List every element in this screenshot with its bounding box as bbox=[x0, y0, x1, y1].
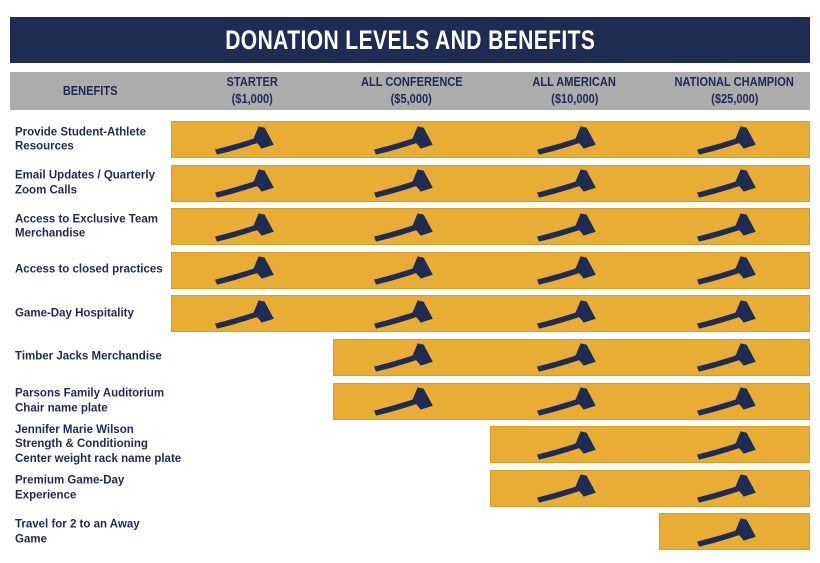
axe-icon bbox=[536, 473, 612, 503]
axe-icon bbox=[214, 168, 290, 198]
benefit-label: Provide Student-Athlete Resources bbox=[15, 125, 146, 153]
benefit-row: Jennifer Marie Wilson Strength & Conditi… bbox=[0, 424, 820, 465]
benefit-label: Timber Jacks Merchandise bbox=[15, 351, 162, 364]
axe-icon bbox=[696, 125, 772, 155]
axe-icon bbox=[373, 212, 449, 242]
column-header-row: BENEFITS STARTER ($1,000) ALL CONFERENCE… bbox=[10, 72, 810, 110]
axe-icon bbox=[536, 255, 612, 285]
axe-icon bbox=[214, 255, 290, 285]
level-name: ALL CONFERENCE bbox=[360, 74, 463, 90]
level-header-all-american: ALL AMERICAN ($10,000) bbox=[490, 72, 659, 110]
axe-icon bbox=[696, 212, 772, 242]
axe-icon bbox=[696, 473, 772, 503]
level-name: STARTER bbox=[226, 74, 278, 90]
axe-icon bbox=[214, 212, 290, 242]
axe-icon bbox=[373, 342, 449, 373]
benefit-label: Parsons Family Auditorium Chair name pla… bbox=[15, 387, 165, 415]
level-header-national-champion: NATIONAL CHAMPION ($25,000) bbox=[659, 72, 810, 110]
axe-icon bbox=[696, 255, 772, 285]
level-amount: ($1,000) bbox=[231, 91, 273, 106]
axe-icon bbox=[696, 299, 772, 329]
benefit-row: Email Updates / Quarterly Zoom Calls bbox=[0, 164, 820, 202]
axe-icon bbox=[696, 386, 772, 416]
benefit-label: Access to closed practices bbox=[15, 263, 163, 276]
title-bar: DONATION LEVELS AND BENEFITS bbox=[10, 17, 810, 63]
benefit-label: Email Updates / Quarterly Zoom Calls bbox=[15, 169, 155, 197]
axe-icon bbox=[536, 168, 612, 198]
axe-icon bbox=[536, 386, 612, 416]
benefit-bar bbox=[171, 121, 810, 158]
axe-icon bbox=[373, 125, 449, 155]
benefit-row: Access to Exclusive Team Merchandise bbox=[0, 208, 820, 246]
benefit-row: Provide Student-Athlete Resources bbox=[0, 121, 820, 158]
axe-icon bbox=[373, 255, 449, 285]
axe-icon bbox=[214, 125, 290, 155]
benefit-row: Travel for 2 to an Away Game bbox=[0, 513, 820, 551]
axe-icon bbox=[696, 342, 772, 373]
level-amount: ($25,000) bbox=[710, 91, 759, 106]
benefit-row: Premium Game-Day Experience bbox=[0, 469, 820, 507]
page-title: DONATION LEVELS AND BENEFITS bbox=[224, 24, 596, 55]
axe-icon bbox=[373, 168, 449, 198]
axe-icon bbox=[536, 342, 612, 373]
benefit-label: Travel for 2 to an Away Game bbox=[15, 518, 140, 545]
axe-icon bbox=[536, 430, 612, 460]
benefit-row: Game-Day Hospitality bbox=[0, 295, 820, 333]
axe-icon bbox=[536, 299, 612, 329]
axe-icon bbox=[536, 125, 612, 155]
axe-icon bbox=[536, 212, 612, 242]
benefit-label: Jennifer Marie Wilson Strength & Conditi… bbox=[15, 423, 182, 466]
level-name: ALL AMERICAN bbox=[532, 74, 617, 90]
axe-icon bbox=[373, 386, 449, 416]
benefit-row: Timber Jacks Merchandise bbox=[0, 338, 820, 376]
level-header-all-conference: ALL CONFERENCE ($5,000) bbox=[333, 72, 490, 110]
axe-icon bbox=[696, 168, 772, 198]
benefit-label: Access to Exclusive Team Merchandise bbox=[15, 212, 158, 240]
axe-icon bbox=[373, 299, 449, 329]
axe-icon bbox=[696, 430, 772, 460]
benefit-label: Premium Game-Day Experience bbox=[15, 474, 125, 502]
level-name: NATIONAL CHAMPION bbox=[674, 74, 795, 90]
level-amount: ($5,000) bbox=[390, 91, 433, 106]
benefits-header-label: BENEFITS bbox=[63, 82, 118, 98]
benefits-column-header: BENEFITS bbox=[10, 72, 171, 110]
benefits-table-body: Provide Student-Athlete Resources bbox=[0, 121, 820, 557]
axe-icon bbox=[214, 299, 290, 329]
benefit-label: Game-Day Hospitality bbox=[15, 307, 134, 320]
level-amount: ($10,000) bbox=[550, 91, 599, 106]
axe-icon bbox=[696, 517, 772, 547]
benefit-row: Parsons Family Auditorium Chair name pla… bbox=[0, 382, 820, 420]
benefit-row: Access to closed practices bbox=[0, 251, 820, 289]
level-header-starter: STARTER ($1,000) bbox=[171, 72, 333, 110]
